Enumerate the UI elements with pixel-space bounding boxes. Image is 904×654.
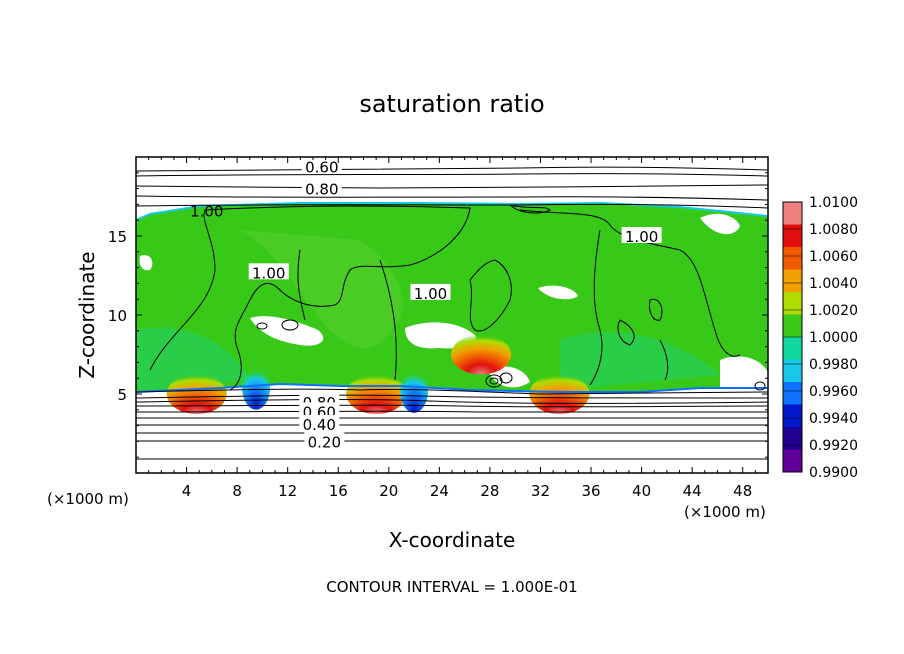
x-tick-label: 36 <box>581 482 600 500</box>
colorbar-swatch <box>783 449 802 472</box>
contour-labels: 0.600.801.001.001.001.000.800.600.400.20 <box>190 157 662 451</box>
colorbar-swatch <box>783 427 802 450</box>
contour-label-bg <box>304 432 345 449</box>
x-tick-label: 12 <box>278 482 297 500</box>
colorbar-label: 0.9900 <box>809 465 858 481</box>
colorbar-label: 1.0000 <box>809 330 858 346</box>
y-axis-ticks: 5 10 15 <box>108 172 768 458</box>
colorbar-swatch <box>783 404 802 427</box>
cloud-field-shade <box>136 327 250 392</box>
colorbar-label: 1.0060 <box>809 249 858 265</box>
supersaturation-maxima <box>166 334 590 414</box>
x-axis-ticks: 4 8 12 16 20 24 28 32 36 40 44 48 <box>148 157 756 500</box>
x-axis-label: X-coordinate <box>389 528 516 552</box>
subsaturation-minima <box>242 365 429 413</box>
contour-label: 0.60 <box>305 158 338 176</box>
contour-label-bg <box>299 415 340 432</box>
colorbar-swatch <box>783 224 802 247</box>
clear-patch <box>720 356 768 390</box>
contour-label-bg <box>410 283 451 300</box>
contour-label: 1.00 <box>414 285 447 303</box>
contour-lines <box>136 166 768 460</box>
contour-label-bg <box>248 263 289 280</box>
contour-label-bg <box>299 402 340 419</box>
colorbar-swatch <box>783 247 802 270</box>
cloud-field-shade <box>560 332 720 390</box>
colorbar-label: 1.0100 <box>809 195 858 211</box>
clear-patch <box>700 213 740 235</box>
chart-title: saturation ratio <box>359 90 544 118</box>
x-tick-label: 20 <box>379 482 398 500</box>
colorbar-label: 0.9940 <box>809 411 858 427</box>
y-tick-label: 15 <box>108 228 127 246</box>
contour-label-bg <box>301 157 342 174</box>
x-tick-label: 28 <box>480 482 499 500</box>
colorbar-label: 0.9920 <box>809 438 858 454</box>
x-tick-label: 4 <box>182 482 192 500</box>
colorbar-swatch <box>783 314 802 337</box>
contour-label: 1.00 <box>625 228 658 246</box>
contour-label: 1.00 <box>190 203 223 221</box>
colorbar-swatch <box>783 269 802 292</box>
y-tick-label: 5 <box>117 386 127 404</box>
x-tick-label: 48 <box>733 482 752 500</box>
x-unit-left: (×1000 m) <box>47 490 129 508</box>
colorbar-swatch <box>783 292 802 315</box>
contour-label: 0.20 <box>308 433 341 451</box>
colorbar-label: 0.9980 <box>809 357 858 373</box>
contour-label-bg <box>621 227 662 243</box>
clear-patch <box>538 285 578 300</box>
clear-patch <box>139 255 153 271</box>
hot-spot <box>346 374 407 414</box>
colorbar-swatch <box>783 359 802 382</box>
plot-area <box>136 157 768 473</box>
y-tick-label: 10 <box>108 307 127 325</box>
x-tick-label: 16 <box>329 482 348 500</box>
colorbar-swatch <box>783 382 802 405</box>
x-tick-label: 8 <box>232 482 242 500</box>
contour-interval-note: CONTOUR INTERVAL = 1.000E-01 <box>326 578 577 596</box>
contour-label-bg <box>301 179 342 196</box>
hot-spot <box>166 374 227 414</box>
clear-patch <box>250 316 324 346</box>
colorbar-swatch <box>783 202 802 225</box>
colorbar-swatch <box>783 337 802 360</box>
y-axis-label: Z-coordinate <box>75 251 99 378</box>
colorbar-label: 0.9960 <box>809 384 858 400</box>
contour-label: 1.00 <box>252 264 285 282</box>
hot-spot <box>451 334 512 375</box>
x-tick-label: 44 <box>683 482 702 500</box>
x-tick-label: 32 <box>531 482 550 500</box>
x-tick-label: 24 <box>430 482 449 500</box>
cloud-top-edge <box>136 201 768 221</box>
contour-label: 0.40 <box>303 416 336 434</box>
cold-spot <box>242 365 271 410</box>
contour-label: 0.80 <box>305 181 338 199</box>
colorbar-label: 1.0040 <box>809 276 858 292</box>
colorbar: 1.0100 1.0080 1.0060 1.0040 1.0020 1.0000 0.99… <box>782 195 858 481</box>
cold-spot <box>400 368 429 413</box>
colorbar-label: 1.0080 <box>809 222 858 238</box>
x-unit-right: (×1000 m) <box>684 503 766 521</box>
clear-patch <box>488 366 530 388</box>
x-tick-label: 40 <box>632 482 651 500</box>
cloud-field-shade <box>240 230 403 349</box>
cloud-base-edge <box>136 382 768 393</box>
colorbar-label: 1.0020 <box>809 303 858 319</box>
